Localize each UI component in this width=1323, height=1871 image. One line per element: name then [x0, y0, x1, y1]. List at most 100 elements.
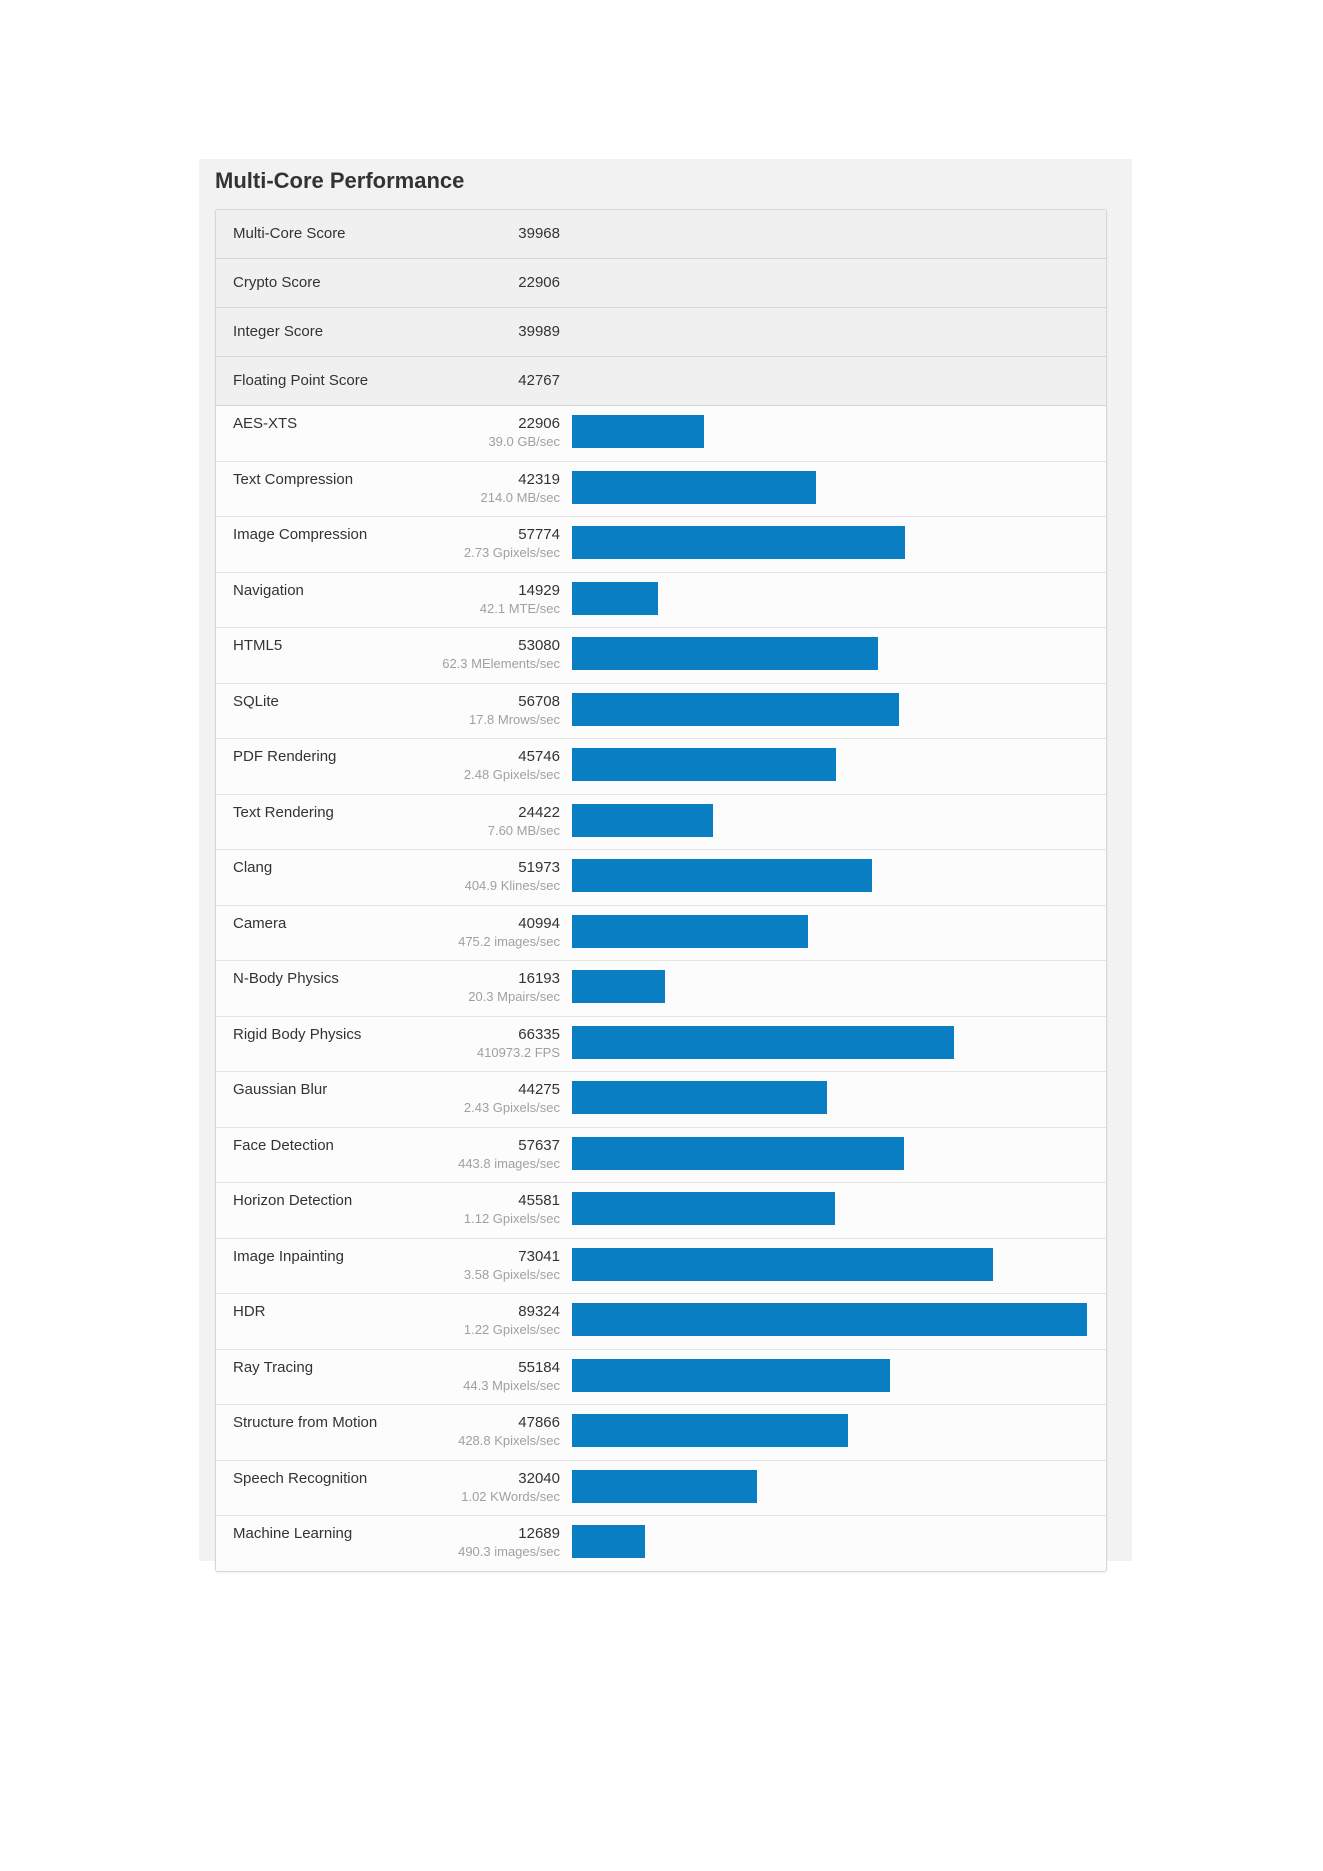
workload-rate: 42.1 MTE/sec	[479, 600, 560, 616]
workload-name: Face Detection	[233, 1136, 334, 1154]
workload-row: Structure from Motion 47866 428.8 Kpixels/…	[216, 1405, 1106, 1461]
workload-name: Machine Learning	[233, 1525, 353, 1542]
bar-track	[572, 470, 1087, 504]
bar-track	[572, 1414, 1087, 1447]
score-value: 39989	[518, 323, 560, 340]
workload-name: Gaussian Blur	[233, 1081, 328, 1098]
bar-track	[572, 526, 1087, 559]
score-bar	[572, 415, 705, 448]
workload-row: Horizon Detection 45581 1.12 Gpixels/sec	[216, 1183, 1106, 1239]
workload-rate: 443.8 images/sec	[458, 1155, 560, 1171]
workload-row: Gaussian Blur 44275 2.43 Gpixels/sec	[216, 1072, 1106, 1128]
workload-score: 66335	[518, 1025, 560, 1043]
workload-name: AES-XTS	[233, 415, 298, 432]
score-bar	[572, 1025, 955, 1059]
workload-name: Camera	[233, 914, 287, 932]
bar-track	[572, 1358, 1087, 1392]
workload-rate: 490.3 images/sec	[458, 1544, 560, 1559]
score-label: Integer Score	[233, 323, 324, 340]
score-bar	[572, 1247, 994, 1281]
workload-name: SQLite	[233, 692, 279, 710]
score-row-integer: Integer Score 39989	[216, 308, 1106, 357]
bar-track	[572, 415, 1087, 448]
workload-row: Machine Learning 12689 490.3 images/sec	[216, 1516, 1106, 1571]
bar-track	[572, 1303, 1087, 1336]
workload-row: Ray Tracing 55184 44.3 Mpixels/sec	[216, 1349, 1106, 1405]
workload-score: 47866	[518, 1414, 560, 1431]
bar-track	[572, 1025, 1087, 1059]
score-bar	[572, 1303, 1087, 1336]
bar-track	[572, 748, 1087, 781]
workload-rate: 17.8 Mrows/sec	[468, 711, 560, 727]
score-bar	[572, 637, 879, 670]
workload-row: Text Compression 42319 214.0 MB/sec	[216, 461, 1106, 517]
score-bar	[572, 526, 906, 559]
workload-rate: 1.12 Gpixels/sec	[463, 1211, 560, 1226]
workload-name: Navigation	[233, 581, 304, 599]
workload-name: Structure from Motion	[233, 1414, 378, 1431]
score-bar	[572, 1136, 905, 1170]
bar-track	[572, 1192, 1087, 1225]
workload-rate: 3.58 Gpixels/sec	[463, 1266, 560, 1282]
score-bar	[572, 1525, 646, 1558]
bar-track	[572, 1525, 1087, 1558]
score-label: Multi-Core Score	[233, 225, 346, 242]
workload-name: Horizon Detection	[233, 1192, 353, 1209]
workload-score: 51973	[518, 859, 560, 876]
workload-rate: 7.60 MB/sec	[487, 822, 560, 838]
workload-score: 57774	[518, 526, 560, 543]
bar-track	[572, 803, 1087, 837]
multi-core-performance-panel: Multi-Core Performance Multi-Core Score …	[199, 159, 1132, 1572]
bar-track	[572, 914, 1087, 948]
workload-row: N-Body Physics 16193 20.3 Mpairs/sec	[216, 961, 1106, 1017]
workload-score: 40994	[518, 914, 560, 932]
workload-row: HTML5 53080 62.3 MElements/sec	[216, 628, 1106, 684]
workload-name: HTML5	[233, 637, 283, 654]
workload-score: 55184	[518, 1358, 560, 1376]
workload-row: Image Compression 57774 2.73 Gpixels/sec	[216, 517, 1106, 573]
bar-track	[572, 1136, 1087, 1170]
workload-rate: 1.22 Gpixels/sec	[463, 1322, 560, 1337]
score-bar	[572, 1192, 835, 1225]
workload-rate: 475.2 images/sec	[458, 933, 560, 949]
workload-name: Text Rendering	[233, 803, 334, 821]
score-bar	[572, 1358, 891, 1392]
score-row-multi-core: Multi-Core Score 39968	[216, 210, 1106, 259]
workload-name: Rigid Body Physics	[233, 1025, 362, 1043]
workload-row: SQLite 56708 17.8 Mrows/sec	[216, 683, 1106, 739]
workload-rate: 39.0 GB/sec	[488, 434, 560, 449]
workload-score: 45581	[518, 1192, 560, 1209]
workload-score: 42319	[518, 470, 560, 488]
workload-name: N-Body Physics	[233, 970, 339, 987]
score-value: 42767	[518, 372, 560, 389]
workload-rate: 44.3 Mpixels/sec	[463, 1377, 560, 1393]
workload-score: 22906	[518, 415, 560, 432]
workload-score: 89324	[518, 1303, 560, 1320]
score-bar	[572, 581, 659, 615]
workload-name: Clang	[233, 859, 273, 876]
score-row-crypto: Crypto Score 22906	[216, 259, 1106, 308]
score-bar	[572, 470, 816, 504]
workload-rate: 62.3 MElements/sec	[442, 656, 560, 671]
bar-track	[572, 692, 1087, 726]
workload-score: 57637	[518, 1136, 560, 1154]
score-bar	[572, 914, 809, 948]
workload-score: 32040	[518, 1469, 560, 1487]
workload-score: 16193	[518, 970, 560, 987]
workload-name: Image Compression	[233, 526, 368, 543]
workload-score: 73041	[518, 1247, 560, 1265]
score-bar	[572, 1414, 848, 1447]
workload-rate: 1.02 KWords/sec	[461, 1488, 560, 1504]
workload-list: AES-XTS 22906 39.0 GB/sec Text Compression 4…	[216, 406, 1106, 1571]
bar-track	[572, 859, 1087, 892]
workload-row: Navigation 14929 42.1 MTE/sec	[216, 572, 1106, 628]
score-bar	[572, 803, 713, 837]
bar-track	[572, 1469, 1087, 1503]
bar-track	[572, 970, 1087, 1003]
workload-row: Image Inpainting 73041 3.58 Gpixels/sec	[216, 1238, 1106, 1294]
page-title: Multi-Core Performance	[215, 168, 465, 193]
workload-rate: 214.0 MB/sec	[480, 489, 561, 505]
bar-track	[572, 1081, 1087, 1114]
score-value: 22906	[518, 274, 560, 291]
workload-row: Camera 40994 475.2 images/sec	[216, 905, 1106, 961]
